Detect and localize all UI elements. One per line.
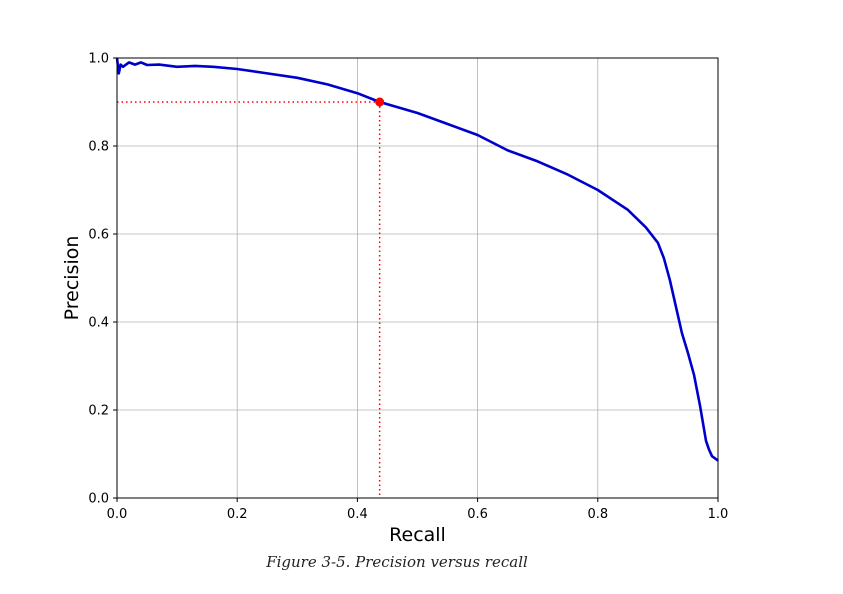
axis-ticks: 0.0 0.2 0.4 0.6 0.8 1.0 0.0 0.2 0.4 0.6 0.8 1.0: [88, 52, 728, 523]
plot-frame: [116, 57, 719, 499]
series-group: [115, 57, 719, 462]
x-tick-label: 0.2: [227, 507, 248, 522]
y-tick-label: 0.4: [88, 316, 109, 331]
y-tick-label: 0.2: [88, 404, 109, 419]
x-tick-label: 1.0: [708, 507, 729, 522]
x-tick-label: 0.8: [587, 507, 608, 522]
y-tick-label: 0.0: [88, 492, 109, 507]
x-tick-label: 0.4: [347, 507, 368, 522]
marker-layer: [375, 97, 385, 107]
figure-caption: Figure 3-5. Precision versus recall: [266, 553, 528, 571]
precision-recall-curve: [115, 57, 719, 462]
y-axis-title: Precision: [61, 236, 83, 321]
x-axis-title: Recall: [389, 524, 446, 546]
y-tick-label: 0.8: [88, 140, 109, 155]
x-tick-label: 0.0: [107, 507, 128, 522]
y-tick-label: 1.0: [88, 52, 109, 67]
y-tick-label: 0.6: [88, 228, 109, 243]
threshold-point: [375, 97, 385, 107]
x-tick-label: 0.6: [467, 507, 488, 522]
threshold-guides: [117, 101, 381, 498]
grid-lines: [116, 57, 719, 499]
